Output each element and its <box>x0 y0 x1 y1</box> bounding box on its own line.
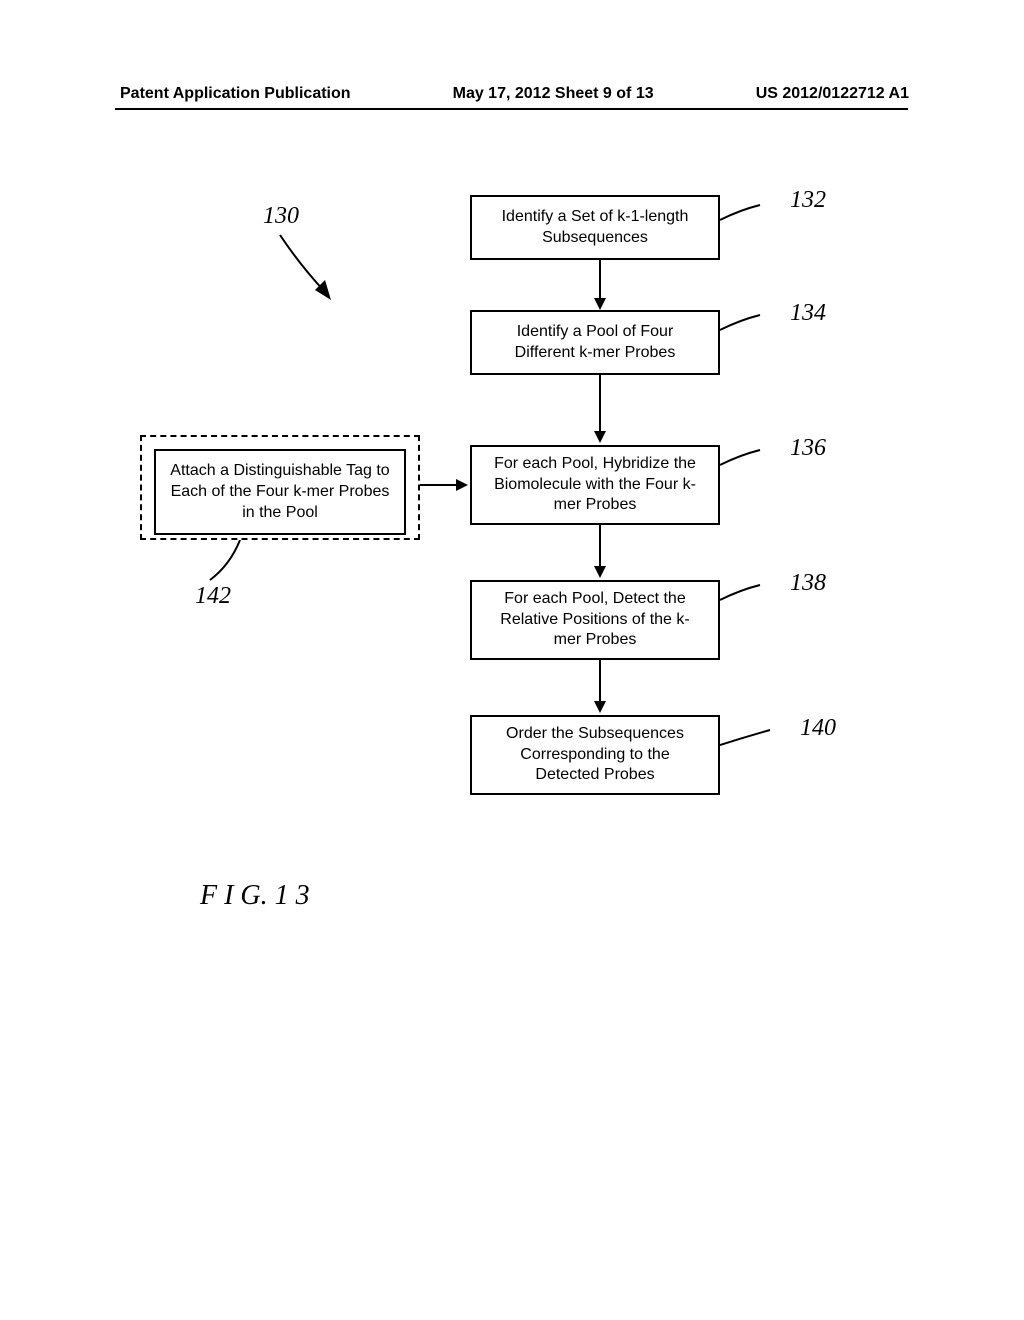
header-divider <box>115 108 908 110</box>
arrow-1 <box>590 260 610 312</box>
box-text: Identify a Set of k-1-length Subsequence… <box>487 207 703 249</box>
leader-138 <box>720 580 780 620</box>
box-text: Order the Subsequences Corresponding to … <box>487 724 703 786</box>
arrow-130 <box>275 230 345 310</box>
header-right: US 2012/0122712 A1 <box>756 85 909 103</box>
leader-134 <box>720 310 780 350</box>
leader-136 <box>720 445 780 485</box>
box-text: For each Pool, Hybridize the Biomolecule… <box>487 454 703 516</box>
arrow-4 <box>590 660 610 717</box>
box-attach-tag-inner: Attach a Distinguishable Tag to Each of … <box>154 449 406 535</box>
leader-132 <box>720 200 780 240</box>
box-text: Attach a Distinguishable Tag to Each of … <box>170 462 389 521</box>
box-detect-positions: For each Pool, Detect the Relative Posit… <box>470 580 720 660</box>
flowchart: Identify a Set of k-1-length Subsequence… <box>0 175 1024 975</box>
arrow-3 <box>590 525 610 582</box>
box-identify-pool: Identify a Pool of Four Different k-mer … <box>470 310 720 375</box>
box-text: Identify a Pool of Four Different k-mer … <box>487 322 703 364</box>
box-attach-tag-outer: Attach a Distinguishable Tag to Each of … <box>140 435 420 540</box>
box-order-subsequences: Order the Subsequences Corresponding to … <box>470 715 720 795</box>
arrow-side <box>420 475 472 495</box>
figure-label: F I G. 1 3 <box>200 880 310 912</box>
label-138: 138 <box>790 570 826 597</box>
header-left: Patent Application Publication <box>120 85 351 103</box>
arrow-2 <box>590 375 610 447</box>
label-132: 132 <box>790 187 826 214</box>
label-136: 136 <box>790 435 826 462</box>
label-130: 130 <box>263 203 299 230</box>
label-134: 134 <box>790 300 826 327</box>
label-142: 142 <box>195 583 231 610</box>
leader-140 <box>720 725 790 765</box>
box-text: For each Pool, Detect the Relative Posit… <box>487 589 703 651</box>
page-header: Patent Application Publication May 17, 2… <box>0 85 1024 103</box>
label-140: 140 <box>800 715 836 742</box>
box-identify-subsequences: Identify a Set of k-1-length Subsequence… <box>470 195 720 260</box>
header-center: May 17, 2012 Sheet 9 of 13 <box>453 85 654 103</box>
box-hybridize: For each Pool, Hybridize the Biomolecule… <box>470 445 720 525</box>
